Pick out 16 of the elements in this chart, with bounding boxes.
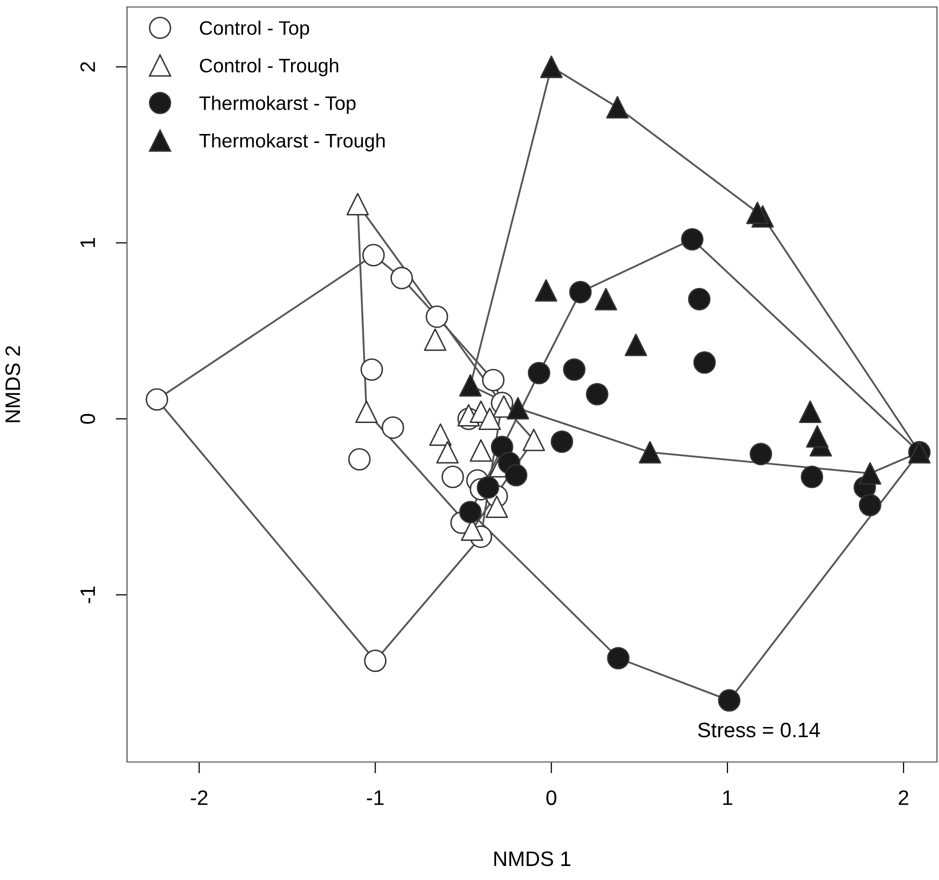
legend-label: Thermokarst - Top xyxy=(199,96,356,114)
legend-label: Control - Trough xyxy=(200,58,338,76)
x-tick-label: -2 xyxy=(190,790,208,805)
x-tick-label: 0 xyxy=(546,790,556,806)
legend-label: Thermokarst - Trough xyxy=(199,133,385,152)
y-tick-label: -1 xyxy=(80,586,95,604)
annotation: Stress = 0.14 xyxy=(698,722,820,738)
x-axis-title: NMDS 1 xyxy=(494,851,570,866)
y-axis-title: NMDS 2 xyxy=(5,346,20,422)
y-tick-label: 2 xyxy=(80,62,95,72)
x-tick-label: 2 xyxy=(898,790,908,805)
y-tick-label: 0 xyxy=(80,414,96,424)
x-tick-label: -1 xyxy=(366,790,384,805)
x-tick-label: 1 xyxy=(723,790,732,805)
legend-label: Control - Top xyxy=(200,20,310,39)
y-tick-label: 1 xyxy=(80,238,95,248)
